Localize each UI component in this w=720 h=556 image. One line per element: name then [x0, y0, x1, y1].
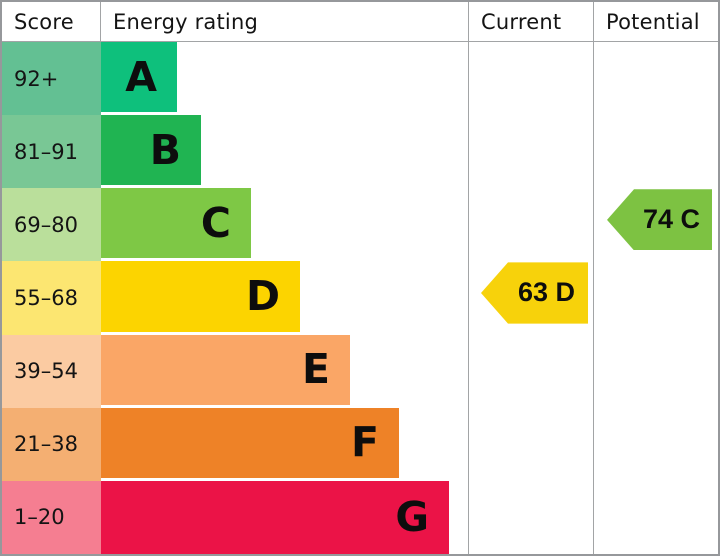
current-column: 63 D: [469, 42, 594, 554]
band-letter: E: [301, 345, 330, 394]
potential-rating-label: 74 C: [642, 204, 701, 235]
header-row: Score Energy rating Current Potential: [2, 2, 718, 42]
score-range-label: 69–80: [14, 212, 78, 237]
score-range-label: 92+: [14, 66, 59, 91]
score-range-cell-a: 92+: [2, 42, 101, 116]
score-range-label: 55–68: [14, 285, 78, 310]
band-bar-d: D: [101, 261, 300, 332]
band-bar-g: G: [101, 480, 449, 554]
score-range-label: 21–38: [14, 432, 78, 457]
score-range-cell-e: 39–54: [2, 334, 101, 408]
band-letter: F: [350, 418, 379, 467]
band-letter: C: [200, 198, 231, 247]
band-bar-c: C: [101, 188, 251, 259]
current-rating-arrow-icon: 63 D: [481, 262, 588, 324]
band-bar-a: A: [101, 42, 177, 113]
potential-column: 74 C: [594, 42, 718, 554]
band-bar-f: F: [101, 407, 399, 478]
band-row-f: F: [101, 407, 468, 481]
header-current: Current: [469, 2, 594, 41]
band-letter: A: [125, 52, 157, 101]
current-rating-label: 63 D: [517, 277, 576, 308]
score-range-cell-d: 55–68: [2, 261, 101, 335]
band-row-b: B: [101, 115, 468, 188]
score-range-cell-f: 21–38: [2, 407, 101, 481]
band-row-a: A: [101, 42, 468, 115]
band-bar-e: E: [101, 334, 350, 405]
band-row-d: D: [101, 261, 468, 334]
band-row-e: E: [101, 334, 468, 408]
band-letter: D: [245, 271, 280, 320]
score-column: 92+ 81–91 69–80 55–68 39–54 21–38 1–20: [2, 42, 101, 554]
header-potential: Potential: [606, 9, 700, 34]
potential-rating-arrow-icon: 74 C: [607, 189, 712, 251]
score-range-cell-b: 81–91: [2, 115, 101, 189]
score-range-label: 81–91: [14, 139, 78, 164]
score-range-cell-g: 1–20: [2, 480, 101, 554]
band-row-g: G: [101, 480, 468, 554]
band-letter: G: [395, 492, 429, 541]
score-range-label: 1–20: [14, 505, 65, 530]
score-range-label: 39–54: [14, 359, 78, 384]
band-bar-b: B: [101, 115, 201, 186]
header-energy-rating: Energy rating: [101, 2, 469, 41]
score-range-cell-c: 69–80: [2, 188, 101, 262]
band-letter: B: [149, 125, 181, 174]
header-score: Score: [2, 2, 101, 41]
band-row-c: C: [101, 188, 468, 261]
